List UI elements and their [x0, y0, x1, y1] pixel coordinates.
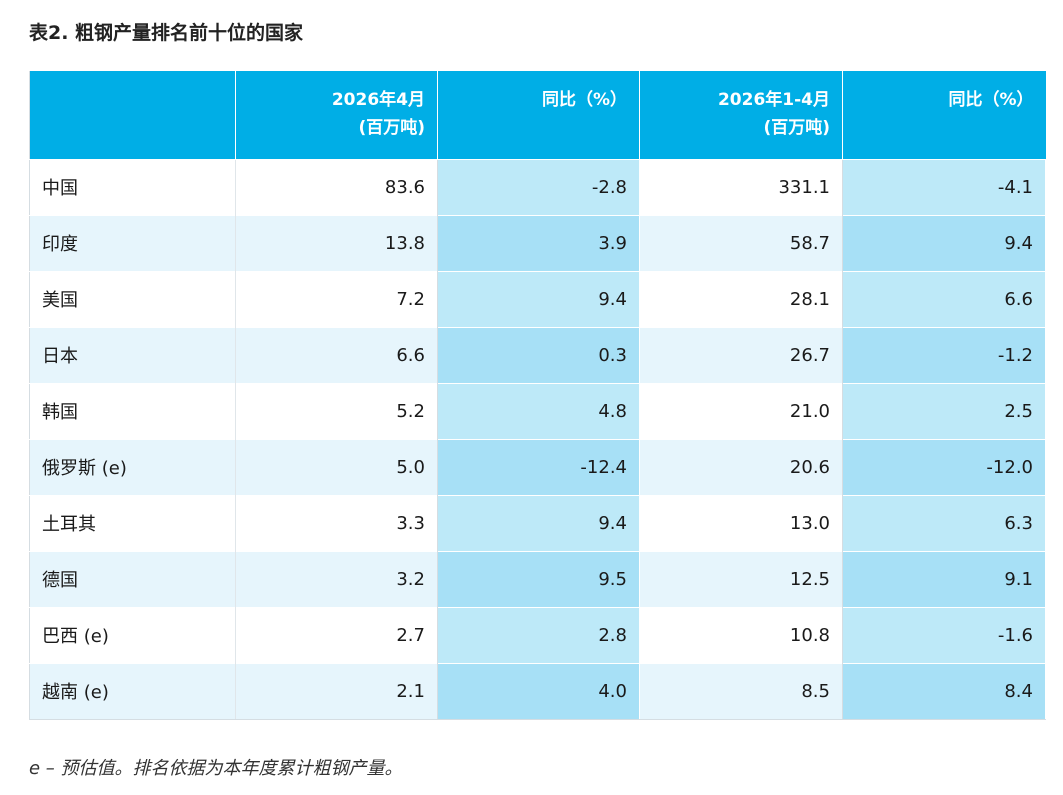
- ytd-output-cell: 331.1: [639, 158, 843, 215]
- country-cell: 俄罗斯 (e): [29, 438, 236, 495]
- header-ytd-output-line2: (百万吨): [763, 118, 830, 138]
- ytd-yoy-cell: -12.0: [842, 438, 1046, 495]
- ytd-yoy-cell: -1.2: [842, 326, 1046, 383]
- ytd-output-cell: 12.5: [639, 550, 843, 607]
- ytd-yoy-cell: 2.5: [842, 382, 1046, 439]
- steel-production-table: 2026年4月 (百万吨) 同比（%） 2026年1-4月 (百万吨) 同比（%…: [29, 71, 1046, 720]
- april-output-cell: 5.0: [235, 438, 438, 495]
- april-output-cell: 83.6: [235, 158, 438, 215]
- april-yoy-cell: -12.4: [437, 438, 640, 495]
- ytd-output-cell: 20.6: [639, 438, 843, 495]
- country-cell: 越南 (e): [29, 662, 236, 720]
- table-row: 日本 6.6 0.3 26.7 -1.2: [29, 326, 1046, 383]
- table-row: 美国 7.2 9.4 28.1 6.6: [29, 270, 1046, 327]
- ytd-yoy-cell: 9.1: [842, 550, 1046, 607]
- april-yoy-cell: 9.4: [437, 494, 640, 551]
- country-cell: 德国: [29, 550, 236, 607]
- april-yoy-cell: 0.3: [437, 326, 640, 383]
- ytd-output-cell: 10.8: [639, 606, 843, 663]
- header-april-yoy: 同比（%）: [437, 71, 640, 159]
- header-ytd-yoy: 同比（%）: [842, 71, 1046, 159]
- header-ytd-output-line1: 2026年1-4月: [717, 90, 830, 110]
- ytd-yoy-cell: -1.6: [842, 606, 1046, 663]
- april-output-cell: 2.7: [235, 606, 438, 663]
- ytd-yoy-cell: 9.4: [842, 214, 1046, 271]
- ytd-output-cell: 58.7: [639, 214, 843, 271]
- header-april-output: 2026年4月 (百万吨): [235, 71, 438, 159]
- header-april-output-line1: 2026年4月: [331, 90, 425, 110]
- april-output-cell: 6.6: [235, 326, 438, 383]
- table-row: 中国 83.6 -2.8 331.1 -4.1: [29, 158, 1046, 215]
- april-output-cell: 3.3: [235, 494, 438, 551]
- header-ytd-yoy-line1: 同比（%）: [948, 90, 1034, 110]
- table-row: 印度 13.8 3.9 58.7 9.4: [29, 214, 1046, 271]
- april-yoy-cell: 3.9: [437, 214, 640, 271]
- country-cell: 日本: [29, 326, 236, 383]
- ytd-output-cell: 21.0: [639, 382, 843, 439]
- country-cell: 美国: [29, 270, 236, 327]
- april-yoy-cell: 4.0: [437, 662, 640, 720]
- april-yoy-cell: -2.8: [437, 158, 640, 215]
- header-ytd-output: 2026年1-4月 (百万吨): [639, 71, 843, 159]
- header-country: [29, 71, 236, 159]
- table-footnote: e – 预估值。排名依据为本年度累计粗钢产量。: [29, 758, 403, 779]
- table-row: 越南 (e) 2.1 4.0 8.5 8.4: [29, 662, 1046, 720]
- table-row: 俄罗斯 (e) 5.0 -12.4 20.6 -12.0: [29, 438, 1046, 495]
- table-row: 韩国 5.2 4.8 21.0 2.5: [29, 382, 1046, 439]
- april-yoy-cell: 9.5: [437, 550, 640, 607]
- april-output-cell: 3.2: [235, 550, 438, 607]
- april-yoy-cell: 2.8: [437, 606, 640, 663]
- april-yoy-cell: 4.8: [437, 382, 640, 439]
- table-row: 土耳其 3.3 9.4 13.0 6.3: [29, 494, 1046, 551]
- table-row: 德国 3.2 9.5 12.5 9.1: [29, 550, 1046, 607]
- april-output-cell: 2.1: [235, 662, 438, 720]
- april-output-cell: 5.2: [235, 382, 438, 439]
- table-title: 表2. 粗钢产量排名前十位的国家: [29, 22, 304, 44]
- ytd-yoy-cell: 6.3: [842, 494, 1046, 551]
- country-cell: 韩国: [29, 382, 236, 439]
- table-row: 巴西 (e) 2.7 2.8 10.8 -1.6: [29, 606, 1046, 663]
- april-output-cell: 7.2: [235, 270, 438, 327]
- ytd-yoy-cell: 6.6: [842, 270, 1046, 327]
- header-april-output-line2: (百万吨): [358, 118, 425, 138]
- ytd-output-cell: 28.1: [639, 270, 843, 327]
- ytd-output-cell: 26.7: [639, 326, 843, 383]
- header-april-yoy-line1: 同比（%）: [541, 90, 627, 110]
- country-cell: 土耳其: [29, 494, 236, 551]
- ytd-output-cell: 13.0: [639, 494, 843, 551]
- table-header-row: 2026年4月 (百万吨) 同比（%） 2026年1-4月 (百万吨) 同比（%…: [29, 71, 1046, 159]
- april-output-cell: 13.8: [235, 214, 438, 271]
- country-cell: 巴西 (e): [29, 606, 236, 663]
- country-cell: 印度: [29, 214, 236, 271]
- ytd-output-cell: 8.5: [639, 662, 843, 720]
- country-cell: 中国: [29, 158, 236, 215]
- ytd-yoy-cell: 8.4: [842, 662, 1046, 720]
- april-yoy-cell: 9.4: [437, 270, 640, 327]
- ytd-yoy-cell: -4.1: [842, 158, 1046, 215]
